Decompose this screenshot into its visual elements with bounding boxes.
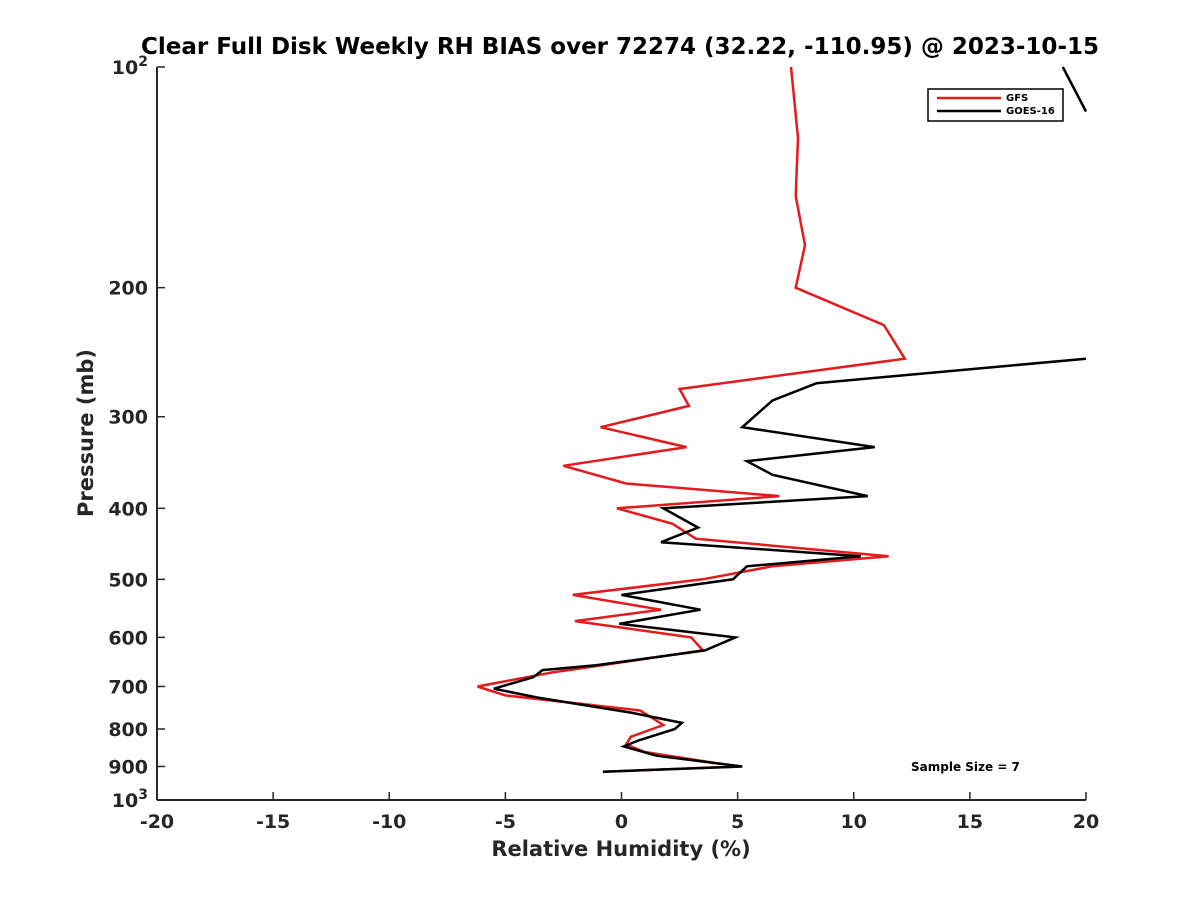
- series-line-goes-16: [493, 357, 1087, 773]
- x-tick-label: -20: [140, 811, 174, 833]
- sample-size-annotation: Sample Size = 7: [911, 760, 1020, 774]
- y-tick-label: 900: [108, 756, 148, 778]
- y-tick-label: 102: [112, 54, 148, 79]
- y-tick-label: 500: [108, 569, 148, 591]
- y-tick-label: 600: [108, 627, 148, 649]
- x-tick-label: 15: [957, 811, 983, 833]
- y-tick-label: 200: [108, 278, 148, 300]
- x-tick-label: -10: [372, 811, 406, 833]
- y-axis-label: Pressure (mb): [74, 349, 98, 517]
- series-layer: [477, 66, 1088, 773]
- legend-box: [927, 88, 1064, 122]
- y-tick-label: 300: [108, 407, 148, 429]
- legend: GFS GOES-16: [927, 88, 1064, 122]
- x-axis-label: Relative Humidity (%): [491, 837, 750, 861]
- x-tick-label: -15: [256, 811, 290, 833]
- series-line-gfs: [477, 66, 907, 773]
- x-ticks: -20 -15 -10 -5 0 5 10 15 20: [140, 792, 1099, 833]
- y-tick-label: 800: [108, 719, 148, 741]
- legend-label-gfs: GFS: [1006, 93, 1028, 104]
- plot-area: [477, 66, 1088, 773]
- legend-label-goes16: GOES-16: [1006, 106, 1055, 117]
- x-tick-label: 5: [731, 811, 744, 833]
- y-ticks: 102 200 300 400 500 600 700 800 900 103: [108, 54, 165, 812]
- x-tick-label: 0: [615, 811, 628, 833]
- y-tick-label: 700: [108, 676, 148, 698]
- chart-title: Clear Full Disk Weekly RH BIAS over 7227…: [141, 34, 1099, 60]
- x-tick-label: 20: [1073, 811, 1099, 833]
- y-tick-label: 103: [112, 787, 148, 812]
- x-tick-label: 10: [841, 811, 867, 833]
- axes: -20 -15 -10 -5 0 5 10 15 20 102 200 300 400 500 600 70…: [108, 54, 1099, 833]
- y-tick-label: 400: [108, 498, 148, 520]
- x-tick-label: -5: [495, 811, 516, 833]
- series-line-segment-2: [1061, 66, 1088, 113]
